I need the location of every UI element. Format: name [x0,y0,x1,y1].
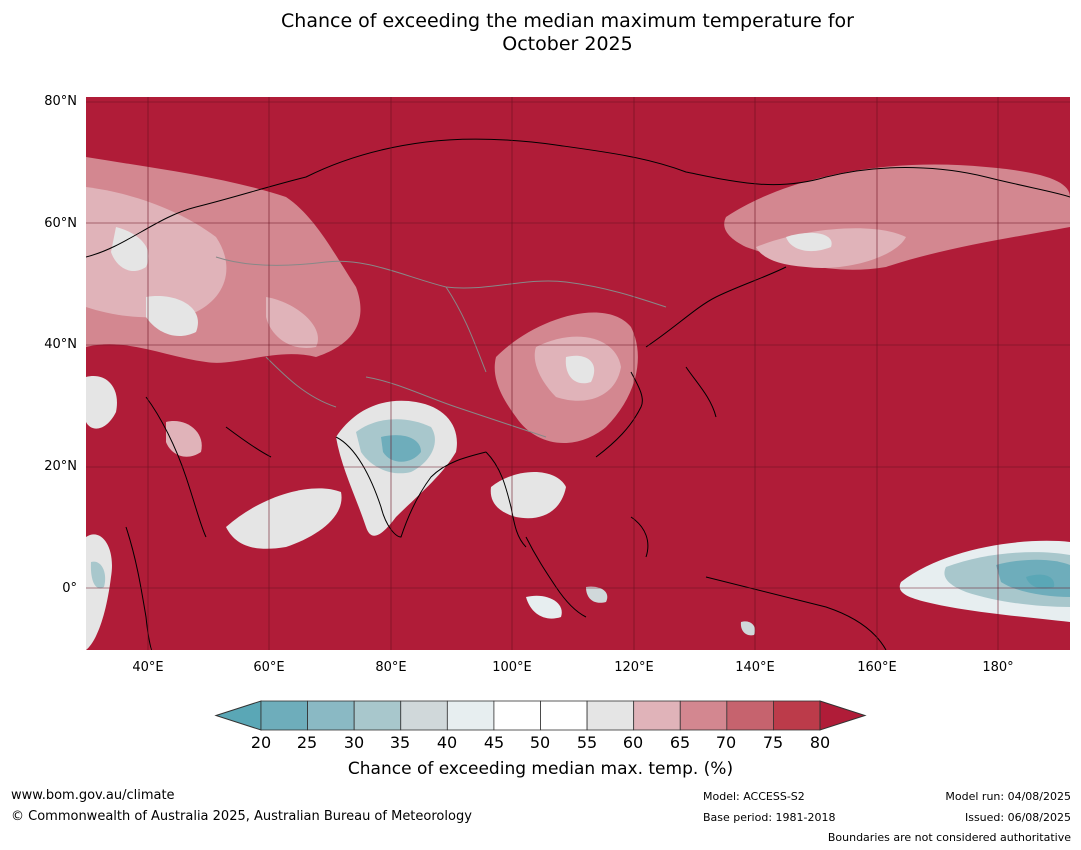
colorbar-cell [260,700,308,731]
map-canvas [86,97,1070,650]
region-indonesia [526,586,756,636]
colorbar-cell [446,700,495,731]
graticule [86,97,1070,650]
probability-map [86,97,1070,650]
colorbar-tick-65: 65 [669,733,691,752]
lat-label-0: 0° [62,581,77,596]
colorbar-cells [214,700,867,731]
lon-label-160e: 160°E [857,660,897,675]
colorbar-tick-35: 35 [389,733,411,752]
colorbar-extend-low [214,700,262,731]
colorbar-tick-30: 30 [343,733,365,752]
region-arabian-sea [226,488,342,549]
map-title: Chance of exceeding the median maximum t… [0,10,1081,56]
footer-boundaries-note: Boundaries are not considered authoritat… [827,831,1071,844]
colorbar-cell [679,700,728,731]
colorbar-cell [586,700,635,731]
lon-label-140e: 140°E [735,660,775,675]
region-europe-russia [86,157,361,363]
lat-label-20n: 20°N [44,459,77,474]
title-line-2: October 2025 [502,33,633,55]
colorbar-tick-25: 25 [296,733,318,752]
region-indochina [490,472,566,519]
colorbar-tick-40: 40 [436,733,458,752]
footer-base-period: Base period: 1981-2018 [703,811,836,824]
lon-label-40e: 40°E [132,660,164,675]
colorbar-cell [307,700,355,731]
footer-issued: Issued: 06/08/2025 [964,811,1071,824]
colorbar-cell [633,700,681,731]
footer-model: Model: ACCESS-S2 [703,790,805,803]
colorbar-tick-60: 60 [622,733,644,752]
colorbar-cell [726,700,774,731]
region-india [336,400,457,536]
lon-label-180: 180° [982,660,1014,675]
lon-label-80e: 80°E [375,660,407,675]
colorbar-cell [540,700,588,731]
lon-label-60e: 60°E [253,660,285,675]
country-borders [215,256,667,438]
lat-label-40n: 40°N [44,337,77,352]
colorbar-label: Chance of exceeding median max. temp. (%… [347,759,734,779]
colorbar-cell [773,700,821,731]
footer-model-run: Model run: 04/08/2025 [945,790,1071,803]
coastlines [86,138,1070,650]
colorbar-tick-70: 70 [715,733,737,752]
region-siberia-east [724,164,1070,270]
colorbar-cell [400,700,448,731]
colorbar [214,700,867,731]
footer-copyright: © Commonwealth of Australia 2025, Austra… [11,809,472,824]
colorbar-tick-55: 55 [576,733,598,752]
lon-label-100e: 100°E [492,660,532,675]
colorbar-tick-20: 20 [250,733,272,752]
colorbar-cell [353,700,402,731]
footer-website[interactable]: www.bom.gov.au/climate [11,788,175,803]
lat-label-60n: 60°N [44,216,77,231]
colorbar-tick-45: 45 [483,733,505,752]
lat-label-80n: 80°N [44,94,77,109]
colorbar-tick-80: 80 [809,733,831,752]
title-line-1: Chance of exceeding the median maximum t… [281,10,854,32]
colorbar-cell [493,700,541,731]
lon-label-120e: 120°E [614,660,654,675]
colorbar-extend-high [819,700,867,731]
colorbar-tick-50: 50 [529,733,551,752]
region-pacific [899,540,1070,622]
colorbar-tick-75: 75 [762,733,784,752]
